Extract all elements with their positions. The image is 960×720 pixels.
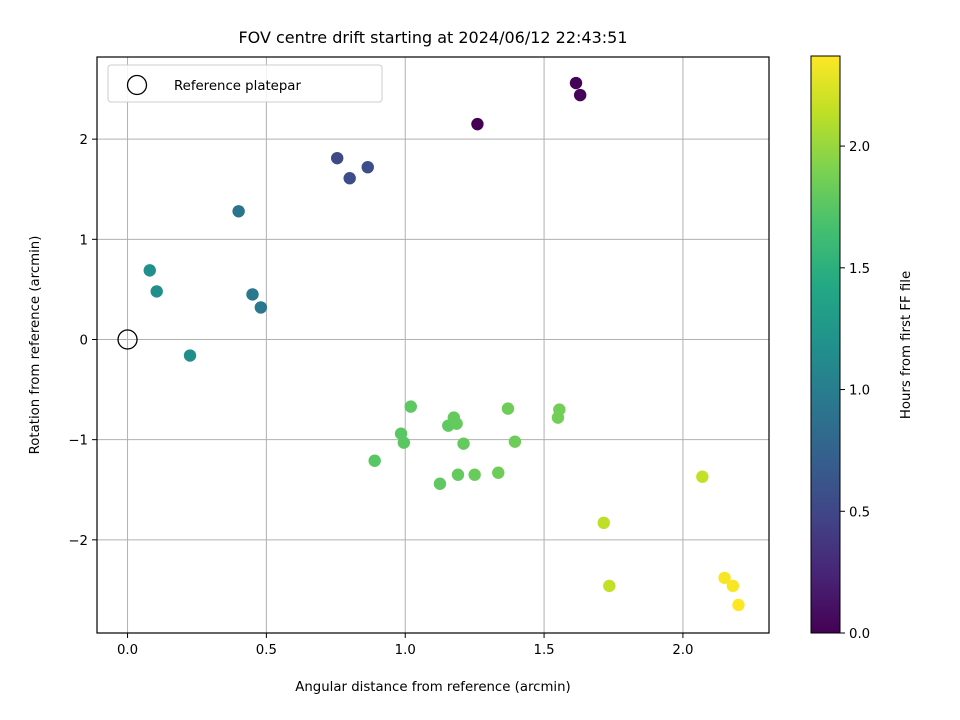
data-point xyxy=(330,151,344,165)
data-point xyxy=(246,288,259,301)
data-point xyxy=(404,400,417,413)
data-point xyxy=(343,172,356,185)
x-tick-label: 2.0 xyxy=(672,643,693,658)
y-tick-label: −1 xyxy=(68,434,88,449)
colorbar-ticks: 0.0 0.5 1.0 1.5 2.0 xyxy=(840,140,870,642)
data-point xyxy=(143,264,156,277)
data-point xyxy=(501,402,515,415)
legend-box xyxy=(107,64,383,103)
data-point xyxy=(732,598,745,612)
data-points xyxy=(143,76,745,612)
colorbar-tick-label: 2.0 xyxy=(849,140,870,155)
data-point xyxy=(471,117,484,131)
colorbar xyxy=(810,55,841,634)
data-point xyxy=(183,349,197,362)
colorbar-tick-label: 0.0 xyxy=(849,627,870,642)
reference-marker-group xyxy=(117,329,138,350)
data-point xyxy=(553,403,566,416)
data-point xyxy=(468,468,481,481)
data-point xyxy=(508,435,522,448)
y-axis-label: Rotation from reference (arcmin) xyxy=(28,236,43,455)
colorbar-tick-label: 1.5 xyxy=(849,262,870,277)
x-tick-label: 1.0 xyxy=(395,643,416,658)
x-tick-label: 1.5 xyxy=(533,643,554,658)
legend: Reference platepar xyxy=(107,64,383,103)
data-point xyxy=(603,579,616,593)
x-tick-label: 0.5 xyxy=(256,643,277,658)
y-tick-label: −2 xyxy=(68,534,88,549)
x-axis-ticks: 0.0 0.5 1.0 1.5 2.0 xyxy=(117,633,693,658)
data-point xyxy=(597,516,610,530)
y-tick-label: 1 xyxy=(80,233,88,248)
data-point xyxy=(254,301,268,314)
data-point xyxy=(696,470,709,483)
x-axis-label: Angular distance from reference (arcmin) xyxy=(295,680,570,695)
data-point xyxy=(397,436,411,449)
colorbar-tick-label: 1.0 xyxy=(849,384,870,399)
colorbar-tick-label: 0.5 xyxy=(849,505,870,520)
y-tick-label: 0 xyxy=(80,333,88,348)
legend-reference-marker xyxy=(126,74,148,96)
grid-lines xyxy=(97,57,769,633)
data-point xyxy=(368,454,381,467)
data-point xyxy=(718,571,731,585)
y-tick-label: 2 xyxy=(80,133,88,148)
legend-entry-reference: Reference platepar xyxy=(174,79,301,94)
data-point xyxy=(457,437,470,450)
data-point xyxy=(450,417,463,430)
data-point xyxy=(451,468,465,481)
data-point xyxy=(573,88,587,102)
plot-frame xyxy=(96,56,770,634)
data-point xyxy=(726,579,740,593)
data-point xyxy=(569,76,583,90)
data-point xyxy=(150,285,163,298)
reference-platepar-marker xyxy=(117,329,138,350)
data-point xyxy=(361,160,374,174)
y-axis-ticks: −2 −1 0 1 2 xyxy=(68,133,97,549)
x-tick-label: 0.0 xyxy=(117,643,138,658)
colorbar-label: Hours from first FF file xyxy=(899,271,914,419)
data-point xyxy=(492,466,505,479)
chart-title: FOV centre drift starting at 2024/06/12 … xyxy=(238,28,627,47)
data-point xyxy=(433,477,447,490)
data-point xyxy=(232,205,245,218)
